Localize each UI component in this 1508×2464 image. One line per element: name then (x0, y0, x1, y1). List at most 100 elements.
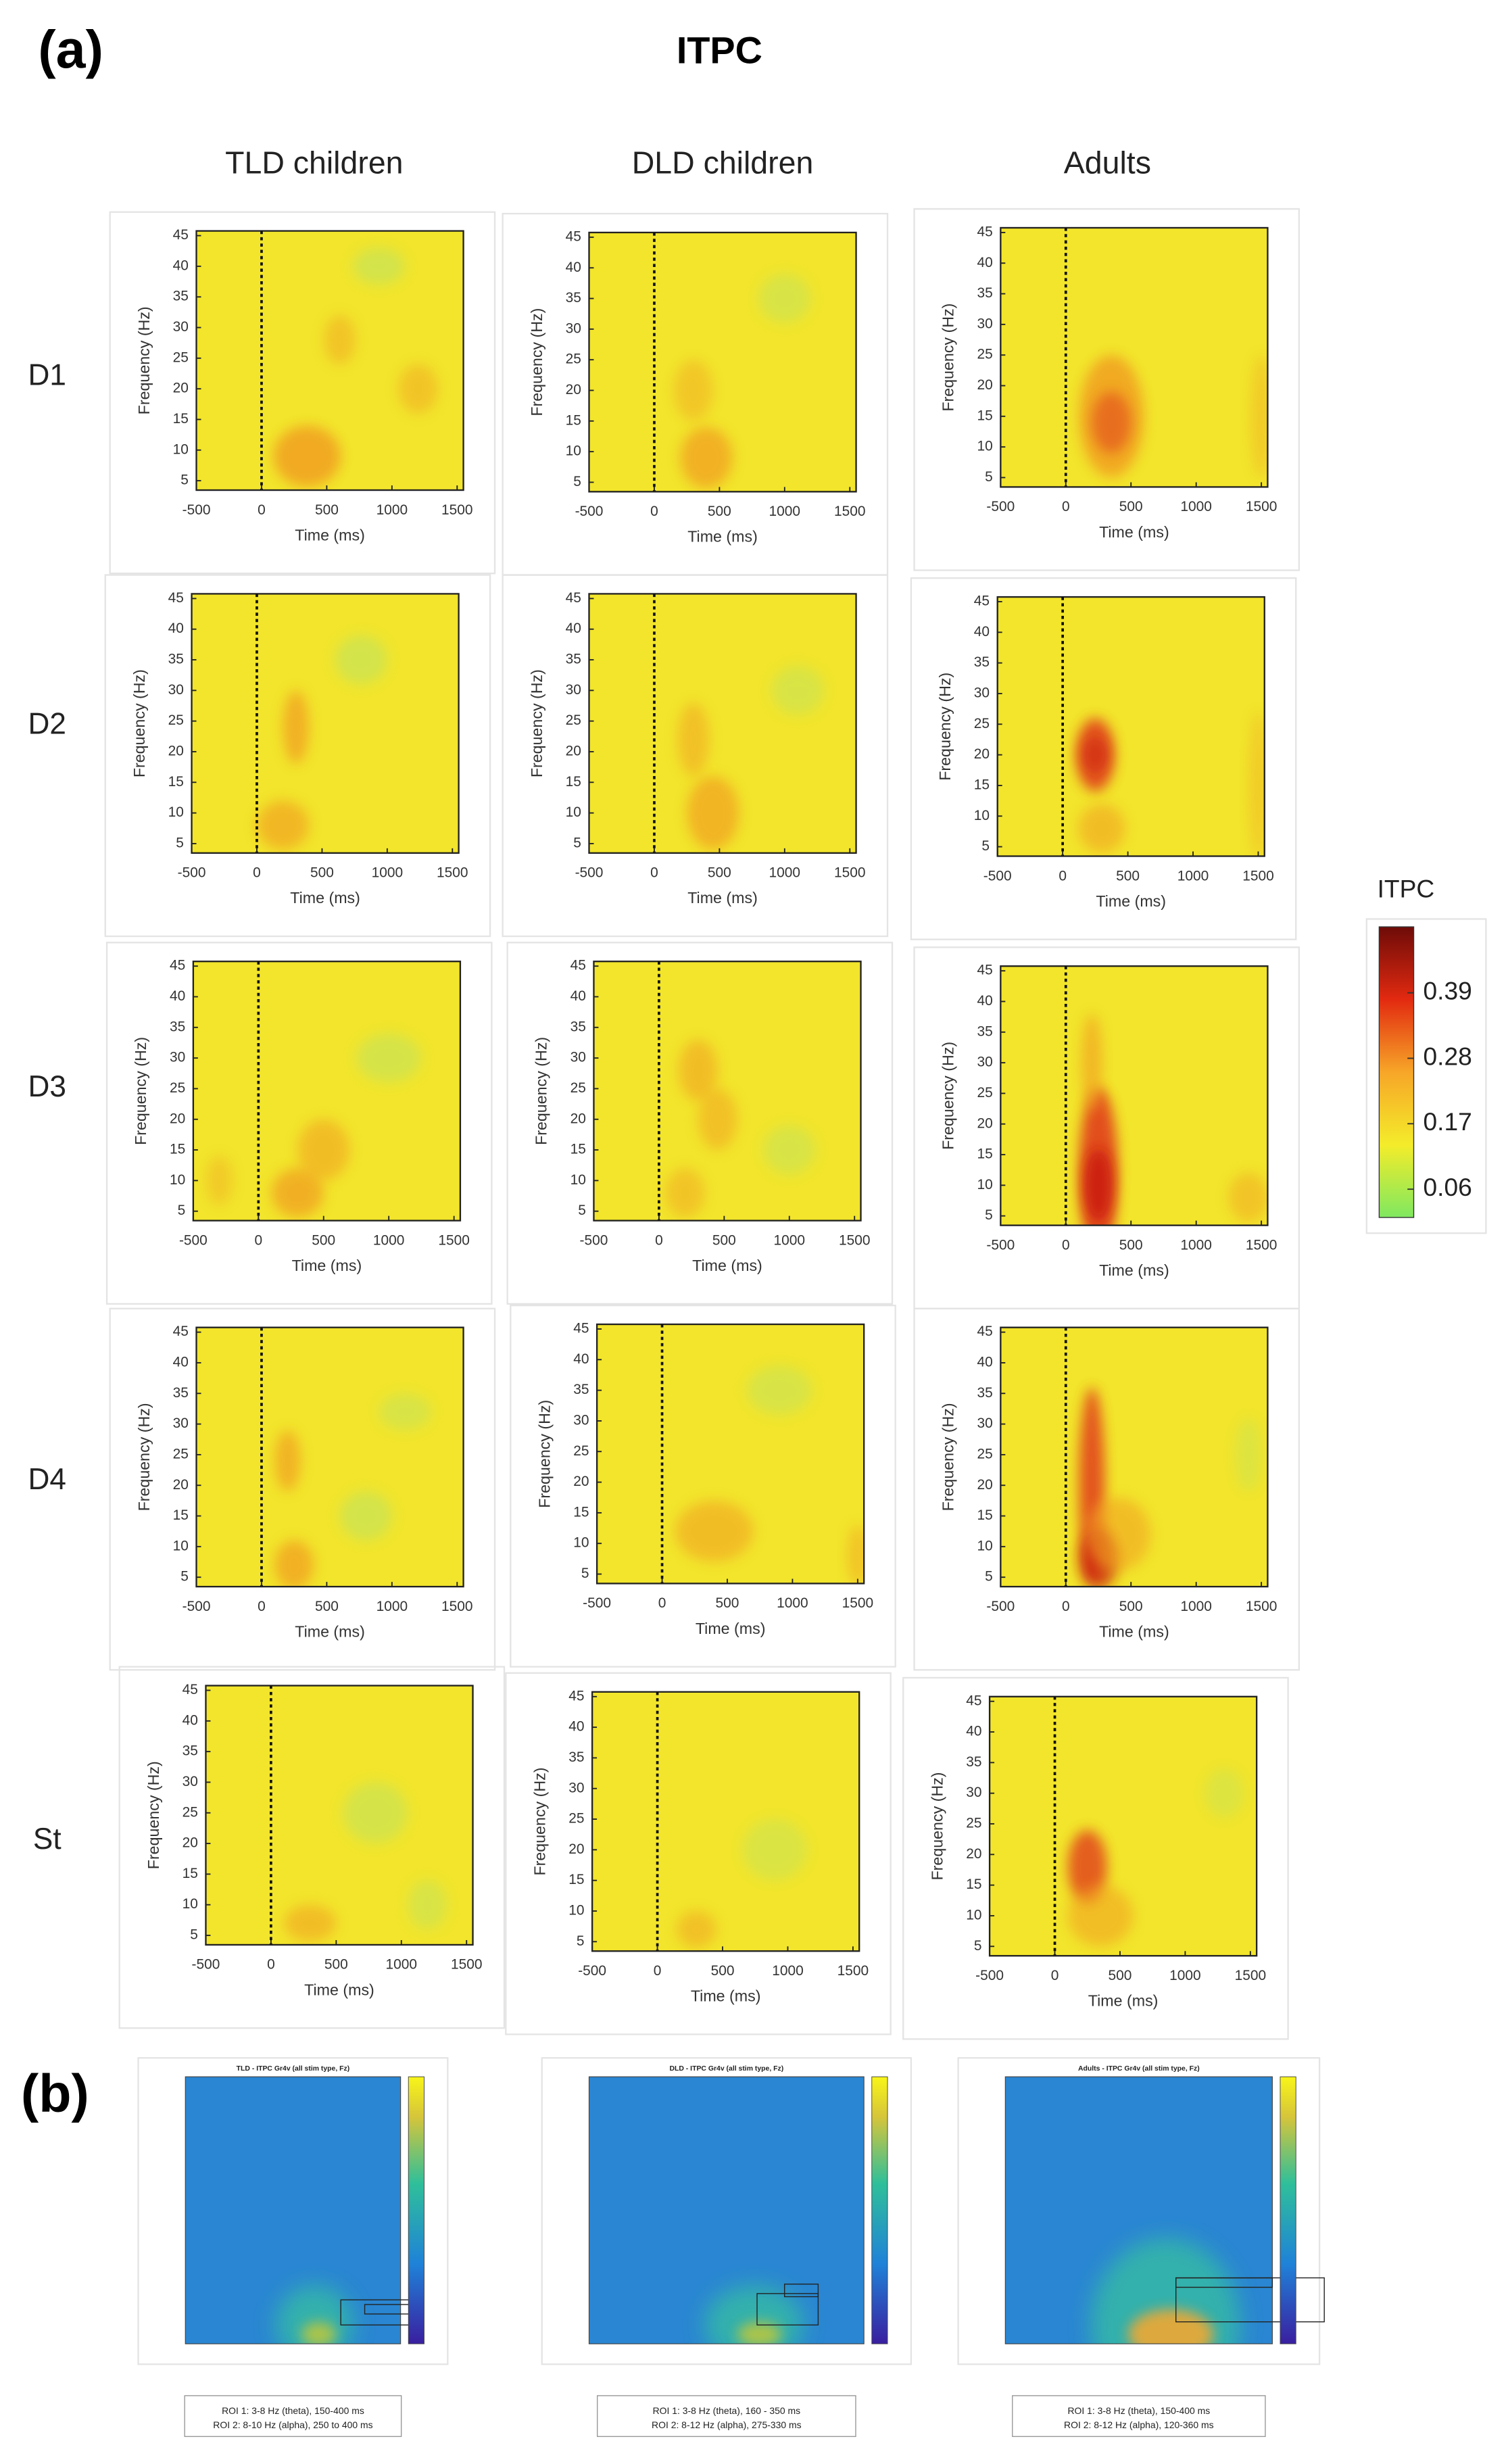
y-tick-label: 5 (190, 1927, 198, 1943)
panel-frame (505, 1672, 892, 2035)
y-tick-label: 30 (173, 1416, 189, 1431)
small-plot: TLD - ITPC Gr4v (all stim type, Fz) ROI 1… (137, 2057, 449, 2438)
y-tick-label: 25 (977, 347, 992, 362)
x-tick-label: 500 (708, 865, 731, 881)
x-tick-label: 1000 (1180, 499, 1212, 514)
heatmap-panel: 5 10 15 20 25 30 35 40 45 -500 0 500 1000 1500 Frequen… (502, 574, 889, 938)
heatmap-panel: 5 10 15 20 25 30 35 40 45 -500 0 500 1000 1500 Frequen… (109, 1307, 496, 1671)
heatmap (597, 1324, 865, 1584)
heatmap-blob (379, 1393, 431, 1430)
y-tick-label: 15 (168, 774, 184, 790)
y-axis-label: Frequency (Hz) (130, 669, 148, 777)
y-tick-label: 20 (170, 1111, 185, 1126)
heatmap-blob (1067, 1885, 1134, 1947)
x-tick-label: 1000 (386, 1957, 418, 1973)
heatmap-panel: 5 10 15 20 25 30 35 40 45 -500 0 500 1000 1500 Frequen… (109, 211, 496, 575)
plot-border (588, 231, 857, 493)
panel-label: (b) (21, 2062, 89, 2123)
x-tick-label: 0 (267, 1957, 275, 1973)
x-axis-label: Time (ms) (290, 889, 360, 907)
y-tick-label: 10 (173, 1538, 189, 1553)
roi-box (783, 2284, 819, 2298)
small-heatmap (185, 2077, 401, 2344)
x-tick-label: 1500 (837, 1963, 869, 1979)
x-axis-label: Time (ms) (1099, 1261, 1169, 1279)
x-tick-label: -500 (192, 1957, 220, 1973)
x-tick-label: 0 (650, 504, 658, 519)
roi-caption: ROI 2: 8-10 Hz (alpha), 250 to 400 ms (213, 2419, 372, 2430)
plot-border (588, 593, 857, 854)
y-tick-label: 20 (977, 1115, 992, 1131)
y-tick-label: 20 (977, 1477, 992, 1493)
y-tick-label: 30 (570, 1050, 586, 1065)
plot-border (595, 1323, 865, 1585)
y-tick-label: 30 (977, 1416, 992, 1431)
y-tick-label: 30 (173, 319, 189, 335)
roi-caption-box (1012, 2395, 1266, 2438)
plot-border (591, 1691, 860, 1952)
column-header: Adults (1064, 145, 1151, 180)
x-axis-label: Time (ms) (692, 1257, 762, 1274)
y-tick-label: 10 (966, 1907, 981, 1923)
y-tick-label: 30 (566, 320, 581, 336)
y-tick-label: 40 (977, 255, 992, 270)
x-tick-label: 500 (1119, 1237, 1143, 1253)
heatmap-background (191, 594, 459, 853)
x-tick-label: -500 (983, 868, 1012, 884)
panel-frame (502, 574, 889, 938)
panel-frame (902, 1676, 1289, 2040)
y-tick-label: 15 (573, 1504, 589, 1520)
column-header: DLD children (632, 145, 814, 180)
x-tick-label: 1000 (376, 1599, 408, 1614)
small-heatmap-blob (1128, 2309, 1214, 2344)
y-tick-label: 5 (178, 1203, 186, 1218)
x-tick-label: 0 (1062, 499, 1070, 514)
y-tick-label: 35 (173, 1385, 189, 1401)
y-tick-label: 15 (974, 777, 990, 792)
heatmap-blob (1092, 391, 1132, 454)
y-tick-label: 45 (566, 228, 581, 244)
y-tick-label: 35 (170, 1019, 185, 1034)
y-tick-label: 45 (173, 227, 189, 243)
colorbar-title: ITPC (1378, 874, 1435, 902)
heatmap-background (593, 961, 861, 1221)
x-tick-label: 1500 (451, 1957, 483, 1973)
heatmap-blob (1228, 1173, 1268, 1222)
x-tick-label: 1500 (1246, 499, 1278, 514)
heatmap-blob (1235, 1418, 1262, 1492)
y-tick-label: 15 (566, 774, 581, 790)
heatmap-blob (680, 427, 733, 489)
y-tick-label: 15 (977, 1146, 992, 1162)
heatmap-blob (283, 690, 310, 765)
colorbar-tick-label: 0.39 (1423, 977, 1471, 1005)
x-tick-label: 0 (254, 1232, 262, 1248)
row-label: D3 (28, 1070, 66, 1103)
x-tick-label: -500 (986, 499, 1015, 514)
y-axis-label: Frequency (Hz) (535, 1400, 553, 1508)
column-header: TLD children (225, 145, 403, 180)
heatmap (990, 1696, 1257, 1956)
heatmap-blob (1085, 1497, 1151, 1572)
y-tick-label: 45 (573, 1321, 589, 1336)
y-tick-label: 20 (183, 1835, 198, 1851)
x-tick-label: 1500 (441, 1599, 473, 1614)
x-tick-label: 500 (711, 1963, 735, 1979)
heatmap-blob (746, 1366, 812, 1415)
heatmap-blob (352, 247, 406, 285)
x-tick-label: 1000 (373, 1232, 405, 1248)
heatmap (205, 1685, 473, 1945)
x-tick-label: 1500 (842, 1595, 874, 1611)
y-tick-label: 45 (170, 958, 185, 973)
y-tick-label: 25 (566, 712, 581, 728)
heatmap-background (1000, 966, 1268, 1226)
heatmap-blob (1084, 1148, 1113, 1222)
y-tick-label: 35 (568, 1749, 584, 1765)
heatmap (589, 232, 856, 492)
small-plot-title: Adults - ITPC Gr4v (all stim type, Fz) (1078, 2065, 1200, 2073)
small-heatmap-border (185, 2076, 402, 2344)
x-tick-label: 0 (258, 1599, 266, 1614)
heatmap (1000, 966, 1268, 1226)
x-tick-label: -500 (178, 865, 206, 881)
y-tick-label: 15 (566, 412, 581, 428)
colorbar-tick-label: 0.17 (1423, 1107, 1471, 1136)
